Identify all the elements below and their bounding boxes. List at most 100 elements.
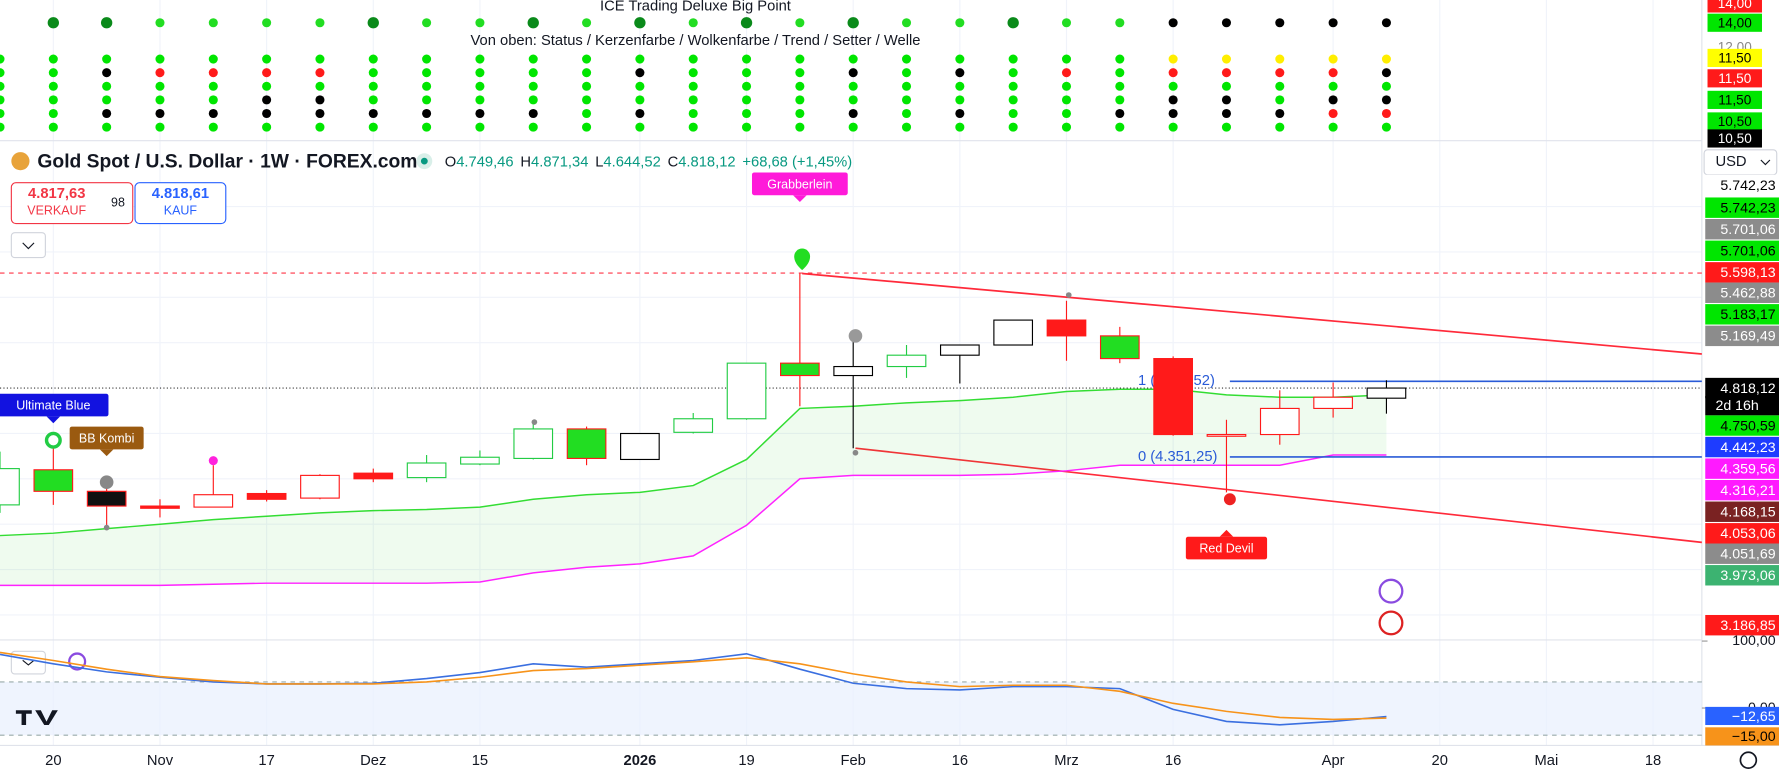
price-tag-label: 4.750,59 xyxy=(1720,418,1775,434)
signal-dot xyxy=(102,108,112,119)
candle-body xyxy=(300,474,340,499)
price-tag-label: 5.701,06 xyxy=(1720,244,1775,260)
signal-dot xyxy=(0,108,5,119)
signal-dot xyxy=(688,108,698,119)
status-dot xyxy=(422,18,432,28)
candle-body xyxy=(406,462,447,479)
signal-dot xyxy=(1168,81,1178,91)
signal-dot xyxy=(1061,108,1072,119)
marker-pin xyxy=(794,248,811,271)
signal-dot xyxy=(1275,81,1285,91)
signal-dot xyxy=(422,108,432,119)
indicator-tag xyxy=(1707,90,1762,109)
signal-dot xyxy=(901,54,912,64)
signal-dot xyxy=(1328,81,1338,91)
signal-dot xyxy=(155,95,165,105)
signal-dot xyxy=(0,95,5,105)
price-tag-label: 5.183,17 xyxy=(1720,307,1775,323)
signal-dot xyxy=(422,122,432,132)
indicator-tag xyxy=(1707,0,1762,13)
sell-button[interactable] xyxy=(10,182,134,225)
candle-body xyxy=(33,469,74,492)
signal-tag xyxy=(0,393,109,417)
signal-dot xyxy=(1328,108,1338,119)
candle-body xyxy=(673,418,714,433)
signal-dot xyxy=(1008,95,1018,105)
signal-dot xyxy=(795,108,805,119)
price-tag xyxy=(1705,219,1779,240)
chevron xyxy=(22,242,35,250)
x-tick-label: Mrz xyxy=(1054,753,1079,769)
collapse-button[interactable] xyxy=(10,232,46,259)
ohlc: O4.749,46 H4.871,34 L4.644,52 C4.818,12 +68,… xyxy=(445,154,852,170)
status-dot xyxy=(475,18,485,28)
status-dot xyxy=(582,18,592,28)
signal-label: Ultimate Blue xyxy=(16,399,90,413)
status-dot xyxy=(1381,18,1391,28)
fib-label: 1 ( xyxy=(1138,373,1155,389)
price-tag-label: 4.053,06 xyxy=(1720,526,1775,542)
candle-body xyxy=(833,365,874,377)
signal-dot xyxy=(848,68,858,78)
signal-dot xyxy=(848,122,858,132)
indicator-tag-label: 14,00 xyxy=(1718,0,1752,11)
signal-dot xyxy=(1221,68,1232,78)
signal-dot xyxy=(1115,81,1125,91)
signal-dot xyxy=(422,95,432,105)
candle-body xyxy=(140,505,180,509)
event-flag[interactable] xyxy=(1378,610,1404,636)
tv-logo xyxy=(15,710,58,726)
status-dot xyxy=(1275,18,1285,28)
signal-dot xyxy=(1008,122,1018,132)
signal-dot xyxy=(955,122,965,132)
signal-dot xyxy=(1221,108,1232,119)
signal-dot xyxy=(635,54,645,64)
event-icon[interactable] xyxy=(1378,578,1404,604)
status-dot xyxy=(100,17,113,29)
signal-dot xyxy=(955,81,965,91)
marker xyxy=(531,419,538,425)
price-tag-label: 4.442,23 xyxy=(1720,440,1775,456)
signal-dot xyxy=(1115,122,1125,132)
channel-lower xyxy=(855,447,1702,544)
price-tag xyxy=(1705,436,1779,458)
signal-dot xyxy=(1275,95,1285,105)
signal-dot xyxy=(315,54,325,64)
signal-dot xyxy=(1115,108,1125,119)
candle-body xyxy=(1046,319,1087,337)
signal-pointer xyxy=(99,449,114,457)
signal-dot xyxy=(262,81,272,91)
signal-dot xyxy=(795,122,805,132)
buy-label: KAUF xyxy=(164,203,198,217)
signal-dot xyxy=(262,108,272,119)
signal-dot xyxy=(208,108,218,119)
buy-button[interactable] xyxy=(134,182,227,225)
signal-dot xyxy=(208,122,218,132)
oscillator-band xyxy=(0,681,1702,736)
indicator-tag-label: 14,00 xyxy=(1718,15,1752,30)
signal-dot xyxy=(368,68,378,78)
signal-dot xyxy=(848,81,858,91)
signal-dot xyxy=(582,108,592,119)
signal-dot xyxy=(1008,108,1018,119)
signal-dot xyxy=(0,122,5,132)
signal-dot xyxy=(208,95,218,105)
price-tag xyxy=(1705,415,1779,436)
settings-icon[interactable] xyxy=(1739,751,1758,769)
ohlc-value: 4.818,12 xyxy=(678,154,735,170)
marker xyxy=(848,329,863,343)
price-tag xyxy=(1705,325,1779,347)
signal-dot xyxy=(1221,95,1232,105)
signal-dot xyxy=(1275,54,1285,64)
signal-dot xyxy=(1221,122,1232,132)
signal-dot xyxy=(422,81,432,91)
status-dot xyxy=(208,18,218,28)
signal-dot xyxy=(582,122,592,132)
price-tag xyxy=(1705,614,1779,636)
signal-dot xyxy=(155,68,165,78)
replay-icon[interactable] xyxy=(68,652,87,671)
price-tag-label: 3.973,06 xyxy=(1720,568,1775,584)
x-tick-label: 16 xyxy=(952,753,968,769)
signal-dot xyxy=(528,81,538,91)
